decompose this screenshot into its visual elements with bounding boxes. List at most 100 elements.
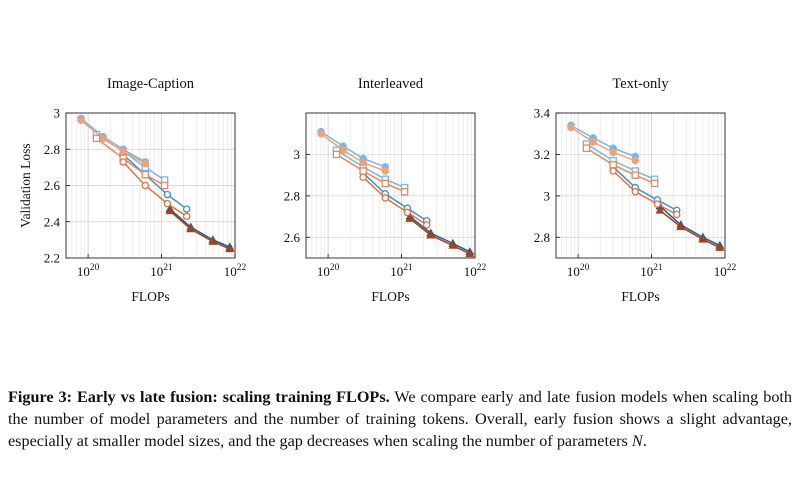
series-line — [80, 117, 146, 163]
y-tick-label: 2.6 — [284, 230, 301, 245]
data-point — [631, 171, 640, 179]
caption-text: We compare early and late fusion models … — [8, 388, 793, 450]
series-line — [122, 161, 188, 217]
x-tick-label: 1020 — [317, 263, 340, 279]
data-point — [208, 237, 218, 245]
chart-title: Interleaved — [358, 76, 424, 92]
series-line — [659, 205, 721, 247]
data-point — [609, 148, 617, 157]
data-point — [77, 116, 85, 125]
series-line — [659, 209, 721, 249]
series-line — [320, 131, 386, 168]
series-line — [570, 126, 636, 162]
y-tick-label: 3 — [544, 188, 551, 203]
data-point — [609, 167, 617, 175]
x-tick-label: 1020 — [77, 263, 100, 279]
series-early-932m — [119, 158, 191, 221]
series-early-275m — [77, 116, 150, 168]
data-point — [381, 194, 390, 202]
data-point — [359, 167, 367, 175]
data-point — [119, 158, 127, 166]
x-tick-label: 1022 — [714, 263, 737, 279]
data-point — [465, 249, 475, 258]
x-axis-label: FLOPs — [371, 289, 409, 304]
series-early-2-28b — [405, 213, 475, 258]
data-point — [163, 190, 172, 199]
series-line — [169, 208, 231, 248]
y-tick-label: 2.8 — [44, 142, 60, 157]
figure-3-charts: Image-Caption FLOPs Validation Loss 2.2 2.4 2… — [18, 76, 737, 304]
series-early-932m — [609, 167, 681, 219]
data-point — [160, 181, 169, 190]
x-tick-label: 1020 — [567, 263, 590, 279]
data-point — [141, 170, 150, 179]
caption-text-end: . — [642, 432, 647, 450]
x-axis-label: FLOPs — [131, 289, 169, 304]
series-line — [122, 154, 188, 210]
y-axis-label: Validation Loss — [18, 143, 33, 227]
x-tick-label: 1021 — [150, 263, 173, 279]
series-line — [586, 147, 655, 185]
series-line — [169, 210, 231, 250]
series-late-1b — [359, 169, 431, 225]
series-line — [409, 218, 471, 255]
data-point — [92, 134, 101, 143]
chart-panel-text-only: Text-only FLOPs 2.8 3 3.2 3.4 1020 1021 1022 — [534, 76, 737, 304]
chart-title: Image-Caption — [107, 76, 195, 92]
data-point — [332, 150, 341, 159]
y-tick-label: 2.4 — [44, 214, 61, 229]
x-tick-label: 1021 — [640, 263, 663, 279]
y-tick-label: 2.8 — [534, 230, 550, 245]
data-point — [339, 146, 347, 155]
y-tick-label: 3.4 — [534, 106, 551, 121]
series-line — [612, 166, 678, 212]
data-point — [403, 208, 412, 217]
chart-panel-image-caption: Image-Caption FLOPs Validation Loss 2.2 2.4 2… — [18, 76, 247, 304]
data-point — [186, 224, 196, 233]
series-late-1b — [119, 150, 191, 213]
data-point — [381, 179, 390, 188]
y-tick-label: 2.8 — [284, 188, 300, 203]
data-point — [448, 240, 458, 249]
data-point — [225, 244, 235, 253]
data-point — [589, 138, 597, 146]
data-point — [422, 221, 431, 229]
data-point — [655, 205, 665, 214]
y-tick-label: 3.2 — [534, 147, 550, 162]
data-point — [141, 181, 150, 190]
series-early-464m — [582, 144, 659, 188]
series-early-932m — [359, 173, 431, 229]
y-tick-label: 3 — [294, 147, 301, 162]
data-point — [182, 212, 191, 221]
series-early-2-28b — [165, 206, 235, 253]
series-line — [362, 176, 428, 226]
data-point — [567, 123, 575, 132]
figure-caption: Figure 3: Early vs late fusion: scaling … — [8, 386, 792, 452]
caption-variable: N — [631, 432, 643, 450]
series-late-289m — [317, 127, 390, 171]
series-line — [336, 153, 405, 193]
data-point — [609, 161, 617, 169]
data-point — [426, 230, 436, 239]
x-tick-label: 1022 — [464, 263, 487, 279]
series-late-494m — [582, 140, 659, 184]
series-early-464m — [332, 150, 409, 196]
series-line — [570, 124, 636, 158]
data-point — [381, 167, 390, 175]
chart-title: Text-only — [612, 76, 669, 92]
data-point — [359, 158, 367, 167]
series-early-464m — [92, 134, 169, 190]
data-point — [119, 147, 127, 155]
data-point — [359, 173, 367, 181]
chart-panel-interleaved: Interleaved FLOPs 2.6 2.8 3 1020 1021 1022 — [284, 76, 487, 304]
data-point — [400, 187, 409, 196]
series-line — [586, 143, 655, 180]
data-point — [676, 222, 686, 231]
y-tick-label: 2.6 — [44, 178, 61, 193]
data-point — [631, 187, 640, 196]
series-line — [362, 172, 428, 222]
series-line — [96, 137, 165, 187]
series-early-275m — [317, 129, 390, 175]
data-point — [141, 159, 150, 168]
x-axis-label: FLOPs — [621, 289, 659, 304]
